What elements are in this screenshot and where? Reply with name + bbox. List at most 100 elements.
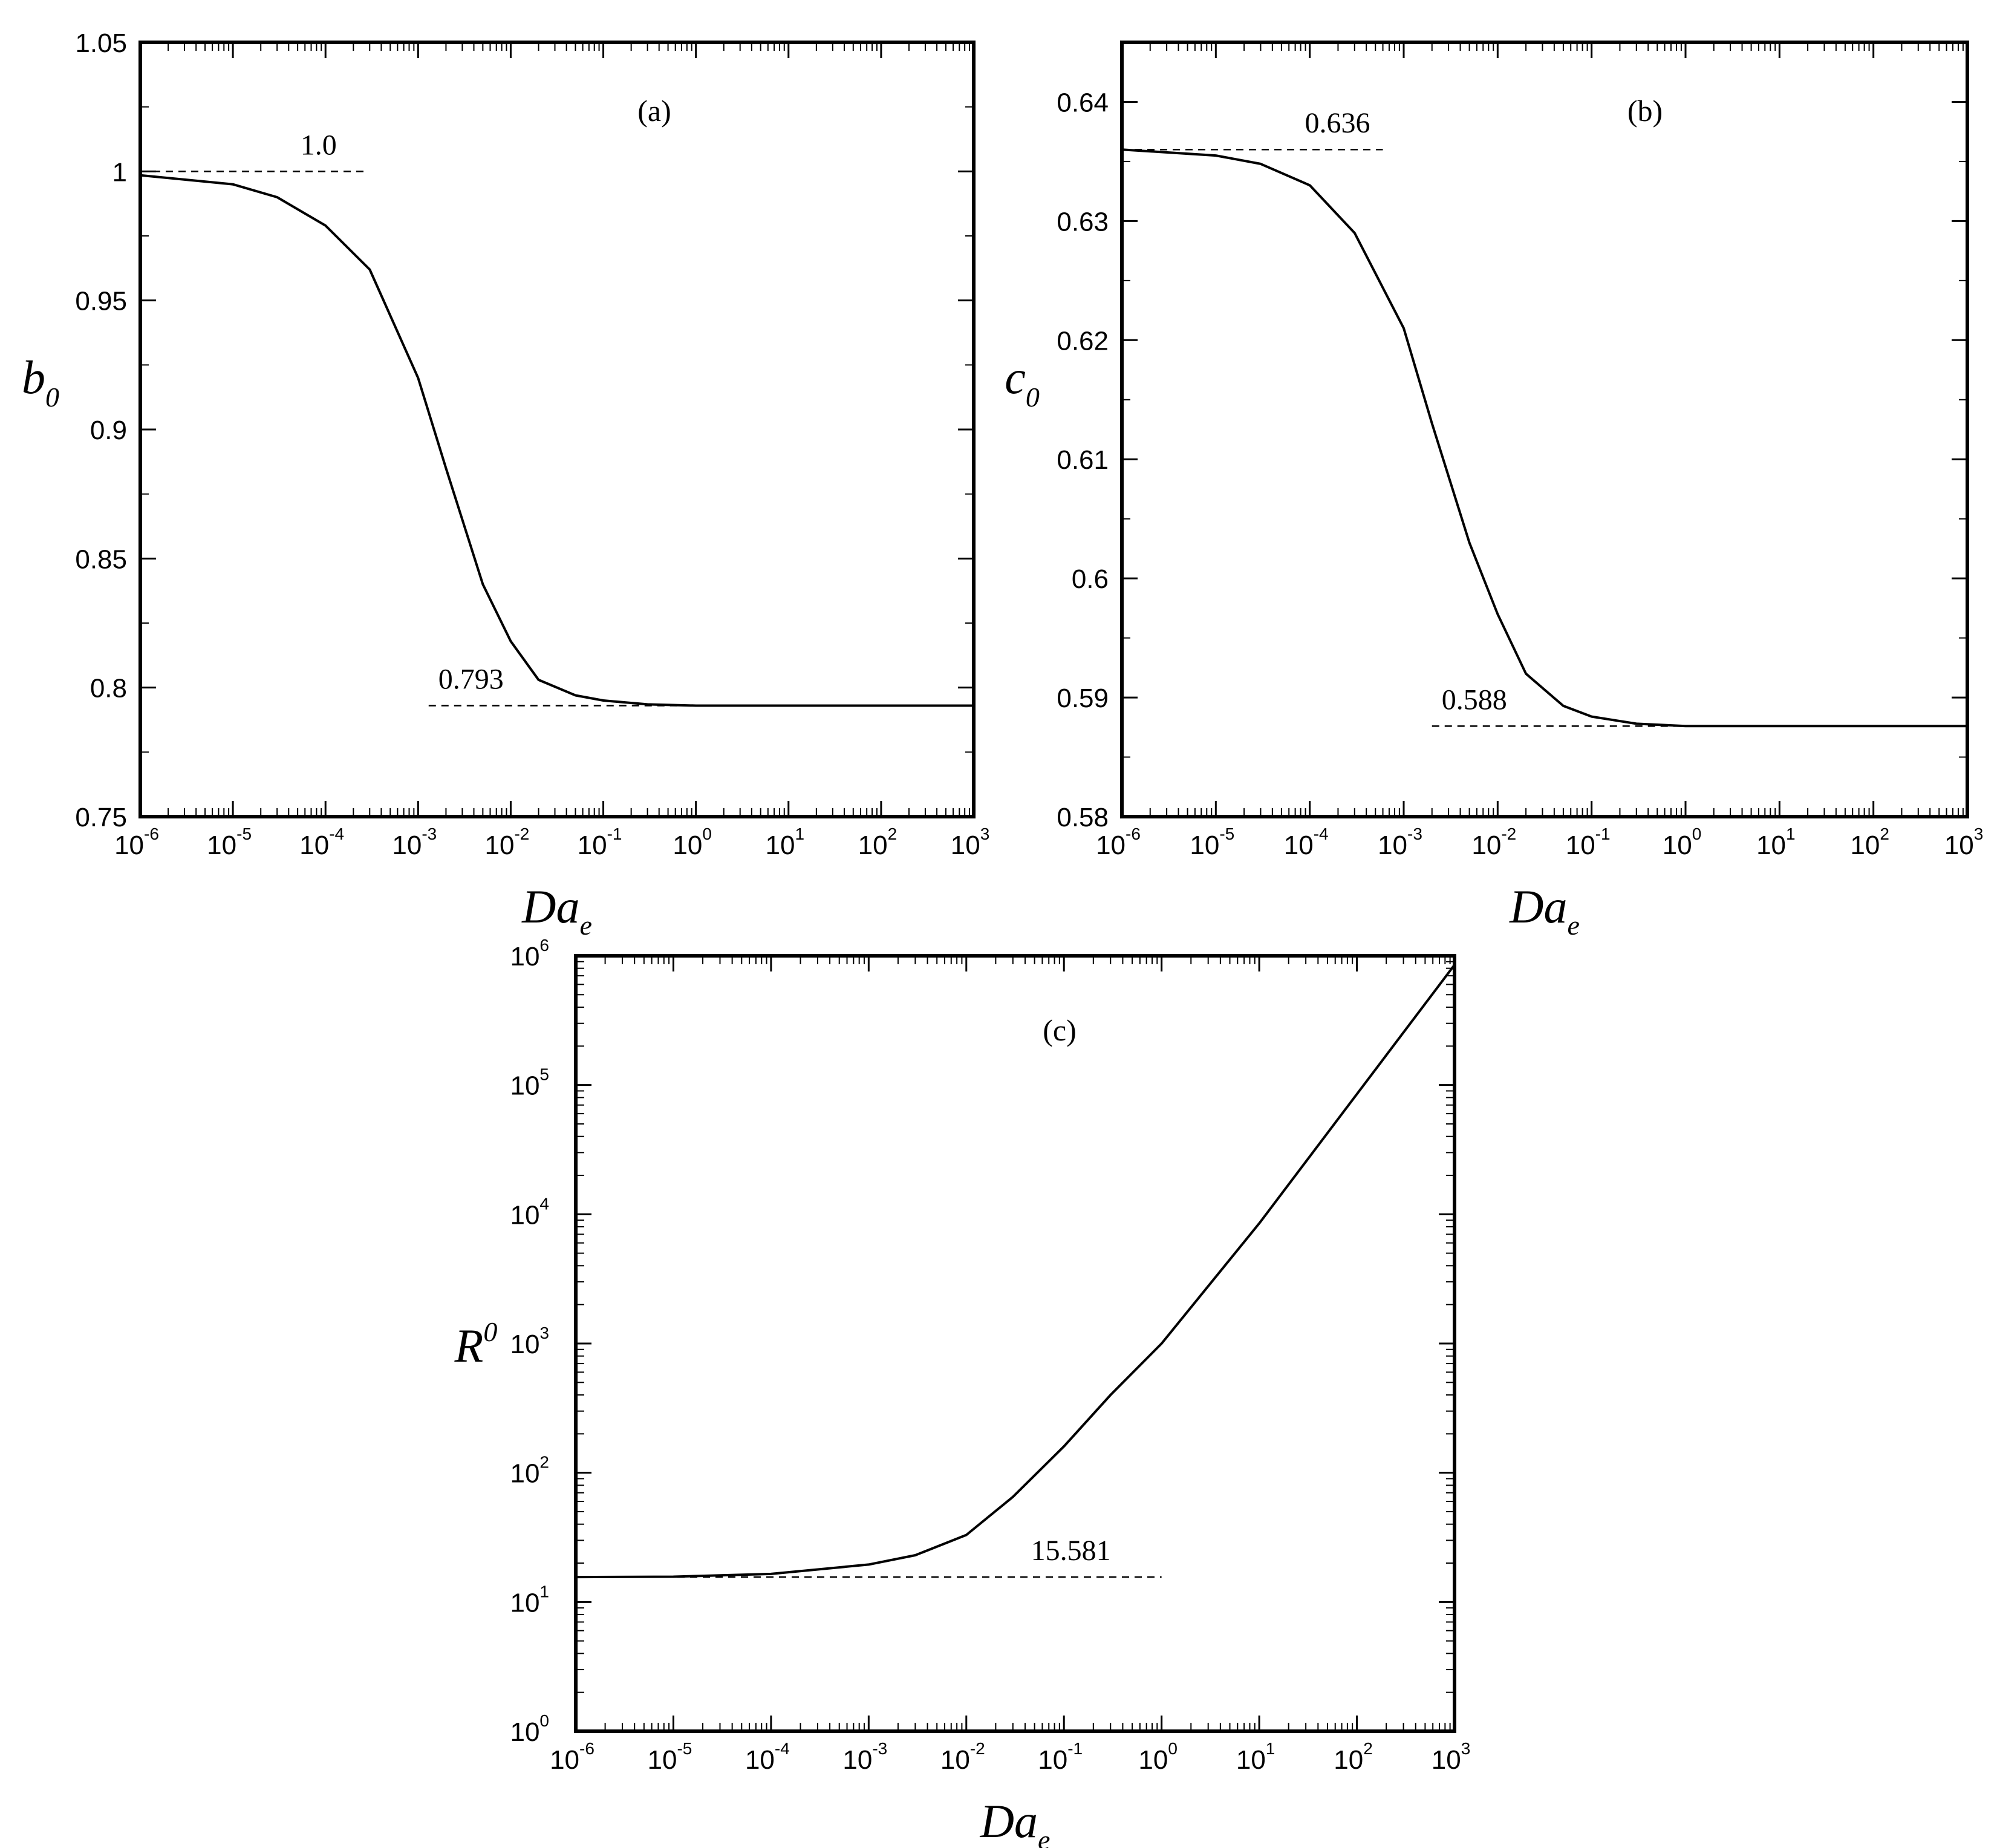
x-tick-exponent: 1 [1266,1739,1275,1758]
y-axis-label-sup: 0 [483,1316,497,1347]
series-line [576,964,1455,1579]
x-tick-exponent: 2 [1363,1739,1373,1758]
x-tick-label: 102 [1334,1739,1373,1775]
y-tick-label: 0.61 [1057,445,1109,475]
x-tick-exponent: 1 [795,824,804,843]
x-tick-label: 10-4 [299,824,344,860]
x-tick-exponent: -5 [236,824,252,843]
x-axis-label-main: Da [980,1795,1038,1847]
y-tick-label: 0.85 [75,544,127,574]
plot-frame [138,41,976,818]
y-axis-label-main: b [22,351,45,403]
chart-panel-b: 10-6 10-5 10-4 10-3 10-2 10-1 100 101 102 1030.58… [1005,41,1984,941]
x-tick-exponent: 2 [888,824,898,843]
x-tick-exponent: -1 [1067,1739,1083,1758]
y-tick-label: 0.63 [1057,207,1109,237]
panel-label: (c) [1043,1013,1077,1047]
y-tick-exponent: 5 [539,1065,549,1084]
x-tick-exponent: -6 [1126,824,1141,843]
chart-panel-a: 10-6 10-5 10-4 10-3 10-2 10-1 100 101 102 1030.75… [22,28,989,941]
x-tick-exponent: -1 [607,824,622,843]
x-tick-exponent: -4 [329,824,344,843]
x-axis-label-main: Da [521,880,579,933]
x-tick-label: 100 [1138,1739,1178,1775]
x-tick-label: 10-2 [1471,824,1516,860]
asymptote-label: 0.636 [1305,107,1370,139]
y-tick-exponent: 1 [539,1582,549,1601]
y-tick-label: 1.05 [75,28,127,58]
y-axis-label: c0 [1005,351,1040,413]
x-axis-label-sub: e [1038,1824,1050,1848]
y-tick-exponent: 6 [539,936,549,955]
x-tick-exponent: 3 [1974,824,1984,843]
x-tick-exponent: -2 [514,824,529,843]
y-tick-exponent: 3 [539,1324,549,1342]
x-tick-label: 10-5 [648,1739,692,1775]
y-tick-label: 0.62 [1057,326,1109,356]
x-tick-label: 103 [1432,1739,1471,1775]
x-tick-exponent: -3 [872,1739,887,1758]
series-line [1122,148,1967,728]
y-tick-label: 0.8 [90,674,127,704]
x-tick-exponent: 0 [1692,824,1702,843]
x-tick-exponent: -3 [422,824,437,843]
x-tick-exponent: 0 [702,824,712,843]
asymptote-label: 0.793 [438,664,504,696]
y-axis-label-sub: 0 [45,382,59,413]
x-tick-exponent: -5 [677,1739,692,1758]
y-tick-label: 0.75 [75,803,127,832]
y-tick-label: 0.6 [1072,564,1109,594]
x-tick-label: 101 [1236,1739,1275,1775]
x-axis-label-main: Da [1509,880,1567,933]
y-tick-label: 0.64 [1057,88,1109,117]
x-tick-label: 10-2 [940,1739,985,1775]
plot-frame [1120,41,1969,818]
y-tick-label: 105 [510,1065,549,1101]
x-tick-exponent: -5 [1219,824,1234,843]
x-tick-exponent: 1 [1786,824,1796,843]
x-tick-label: 10-3 [842,1739,887,1775]
y-tick-label: 0.58 [1057,803,1109,832]
x-tick-label: 10-1 [1566,824,1611,860]
x-tick-label: 10-5 [1190,824,1234,860]
x-tick-label: 10-4 [1284,824,1329,860]
y-axis-label: b0 [22,351,59,413]
y-tick-label: 0.95 [75,287,127,316]
x-tick-label: 102 [858,824,898,860]
y-axis-label-sub: 0 [1026,382,1040,413]
plot-frame [574,954,1456,1733]
x-tick-label: 10-3 [1378,824,1422,860]
x-tick-exponent: 0 [1168,1739,1178,1758]
x-axis-label-sub: e [1567,910,1579,941]
y-tick-exponent: 0 [539,1711,549,1730]
x-tick-label: 10-6 [550,1739,595,1775]
y-tick-label: 101 [510,1582,549,1618]
x-tick-label: 10-5 [207,824,252,860]
y-tick-label: 102 [510,1453,549,1489]
x-tick-label: 100 [673,824,712,860]
y-axis-label-main: R [454,1319,484,1372]
x-axis-label: Dae [1509,880,1580,941]
x-tick-label: 10-1 [1038,1739,1083,1775]
panel-label: (b) [1627,94,1663,128]
y-axis-label-main: c [1005,351,1026,403]
x-tick-exponent: 2 [1880,824,1889,843]
x-tick-exponent: -1 [1595,824,1611,843]
x-tick-exponent: -4 [1314,824,1329,843]
y-tick-label: 104 [510,1194,549,1230]
asymptote-label: 1.0 [301,129,337,161]
x-tick-label: 102 [1850,824,1889,860]
panel-label: (a) [637,94,671,128]
asymptote-label: 0.588 [1442,684,1507,716]
x-tick-exponent: -2 [970,1739,985,1758]
asymptote-label: 15.581 [1031,1535,1111,1567]
x-tick-exponent: -2 [1501,824,1516,843]
x-tick-exponent: 3 [1461,1739,1471,1758]
x-tick-label: 10-3 [392,824,437,860]
x-tick-label: 103 [951,824,990,860]
y-tick-label: 100 [510,1711,549,1747]
x-tick-label: 103 [1944,824,1984,860]
x-axis-label: Dae [521,880,592,941]
y-tick-label: 1 [112,157,127,187]
